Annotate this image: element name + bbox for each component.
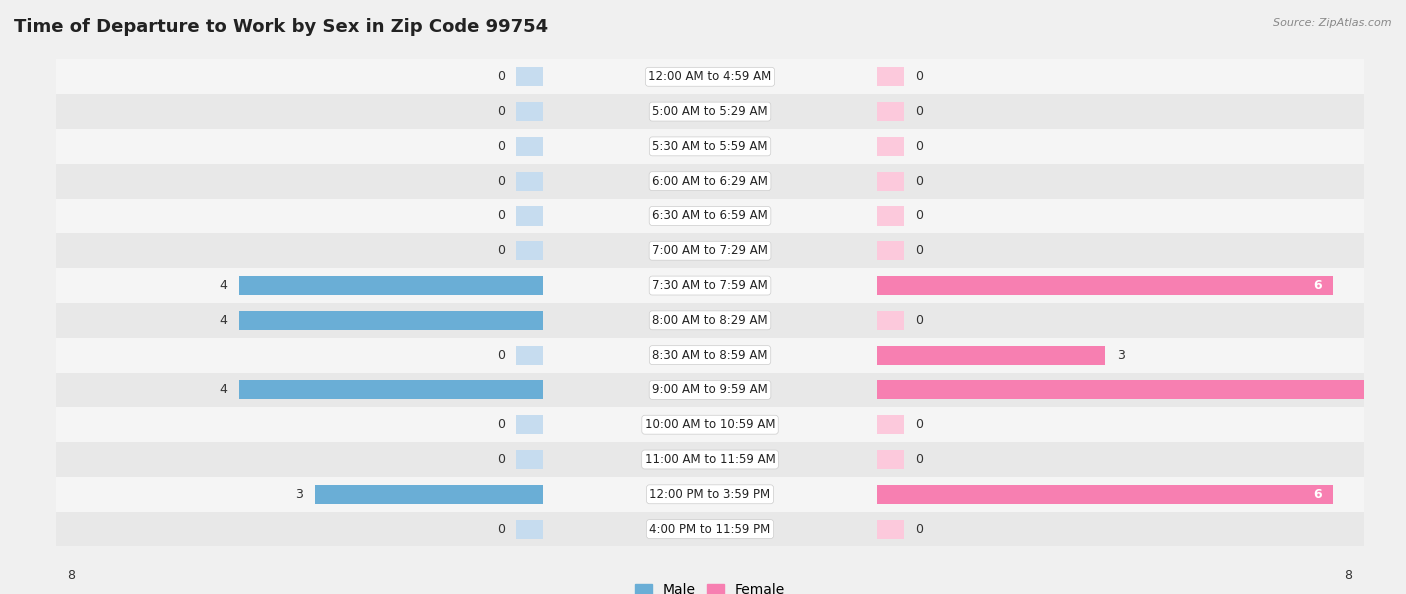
Bar <box>877 102 904 121</box>
Text: 0: 0 <box>496 349 505 362</box>
Bar <box>56 268 1364 303</box>
Bar <box>239 311 543 330</box>
Text: 0: 0 <box>915 314 924 327</box>
Bar <box>56 442 1364 477</box>
Text: 0: 0 <box>915 453 924 466</box>
Bar <box>877 137 904 156</box>
Text: 11:00 AM to 11:59 AM: 11:00 AM to 11:59 AM <box>645 453 775 466</box>
Text: 4: 4 <box>219 279 228 292</box>
Text: 8:30 AM to 8:59 AM: 8:30 AM to 8:59 AM <box>652 349 768 362</box>
Bar <box>239 380 543 400</box>
Bar <box>56 477 1364 511</box>
Bar <box>516 172 543 191</box>
Text: 12:00 PM to 3:59 PM: 12:00 PM to 3:59 PM <box>650 488 770 501</box>
Text: 0: 0 <box>496 453 505 466</box>
Bar <box>877 415 904 434</box>
Bar <box>516 415 543 434</box>
Text: 0: 0 <box>496 244 505 257</box>
Bar <box>56 129 1364 164</box>
Bar <box>877 450 904 469</box>
Text: 5:30 AM to 5:59 AM: 5:30 AM to 5:59 AM <box>652 140 768 153</box>
Text: 7:00 AM to 7:29 AM: 7:00 AM to 7:29 AM <box>652 244 768 257</box>
Text: 6: 6 <box>1313 488 1322 501</box>
Text: 0: 0 <box>496 70 505 83</box>
Text: 0: 0 <box>915 70 924 83</box>
Text: 6: 6 <box>1313 279 1322 292</box>
Bar <box>56 372 1364 407</box>
Bar <box>877 276 1333 295</box>
Bar <box>56 94 1364 129</box>
Text: 0: 0 <box>915 105 924 118</box>
Bar <box>56 59 1364 94</box>
Text: 6:00 AM to 6:29 AM: 6:00 AM to 6:29 AM <box>652 175 768 188</box>
Bar <box>516 137 543 156</box>
Bar <box>877 346 1105 365</box>
Legend: Male, Female: Male, Female <box>630 578 790 594</box>
Text: 8:00 AM to 8:29 AM: 8:00 AM to 8:29 AM <box>652 314 768 327</box>
Text: 3: 3 <box>295 488 304 501</box>
Text: 0: 0 <box>915 175 924 188</box>
Text: 0: 0 <box>915 523 924 536</box>
Bar <box>877 172 904 191</box>
Text: 0: 0 <box>915 140 924 153</box>
Text: 5:00 AM to 5:29 AM: 5:00 AM to 5:29 AM <box>652 105 768 118</box>
Text: 0: 0 <box>915 210 924 223</box>
Bar <box>56 407 1364 442</box>
Text: 4: 4 <box>219 314 228 327</box>
Bar <box>516 346 543 365</box>
Text: 3: 3 <box>1116 349 1125 362</box>
Text: 12:00 AM to 4:59 AM: 12:00 AM to 4:59 AM <box>648 70 772 83</box>
Text: 0: 0 <box>496 523 505 536</box>
Bar <box>877 485 1333 504</box>
Text: 4: 4 <box>219 383 228 396</box>
Bar <box>877 67 904 86</box>
Bar <box>877 241 904 260</box>
Text: 0: 0 <box>915 418 924 431</box>
Text: 0: 0 <box>496 105 505 118</box>
Text: 0: 0 <box>915 244 924 257</box>
Text: 7:30 AM to 7:59 AM: 7:30 AM to 7:59 AM <box>652 279 768 292</box>
Bar <box>877 311 904 330</box>
Bar <box>516 67 543 86</box>
Text: 0: 0 <box>496 140 505 153</box>
Bar <box>56 511 1364 546</box>
Text: Source: ZipAtlas.com: Source: ZipAtlas.com <box>1274 18 1392 28</box>
Bar <box>516 206 543 226</box>
Text: 0: 0 <box>496 210 505 223</box>
Text: 0: 0 <box>496 418 505 431</box>
Text: 10:00 AM to 10:59 AM: 10:00 AM to 10:59 AM <box>645 418 775 431</box>
Bar <box>56 233 1364 268</box>
Text: Time of Departure to Work by Sex in Zip Code 99754: Time of Departure to Work by Sex in Zip … <box>14 18 548 36</box>
Bar <box>877 520 904 539</box>
Bar <box>56 198 1364 233</box>
Text: 8: 8 <box>1344 569 1353 582</box>
Bar <box>516 241 543 260</box>
Text: 9:00 AM to 9:59 AM: 9:00 AM to 9:59 AM <box>652 383 768 396</box>
Bar <box>516 520 543 539</box>
Bar <box>877 380 1406 400</box>
Text: 6:30 AM to 6:59 AM: 6:30 AM to 6:59 AM <box>652 210 768 223</box>
Bar <box>516 450 543 469</box>
Text: 4:00 PM to 11:59 PM: 4:00 PM to 11:59 PM <box>650 523 770 536</box>
Text: 8: 8 <box>67 569 76 582</box>
Bar <box>315 485 543 504</box>
Text: 0: 0 <box>496 175 505 188</box>
Bar <box>516 102 543 121</box>
Bar <box>239 276 543 295</box>
Bar <box>56 303 1364 338</box>
Bar <box>56 338 1364 372</box>
Bar <box>56 164 1364 198</box>
Bar <box>877 206 904 226</box>
